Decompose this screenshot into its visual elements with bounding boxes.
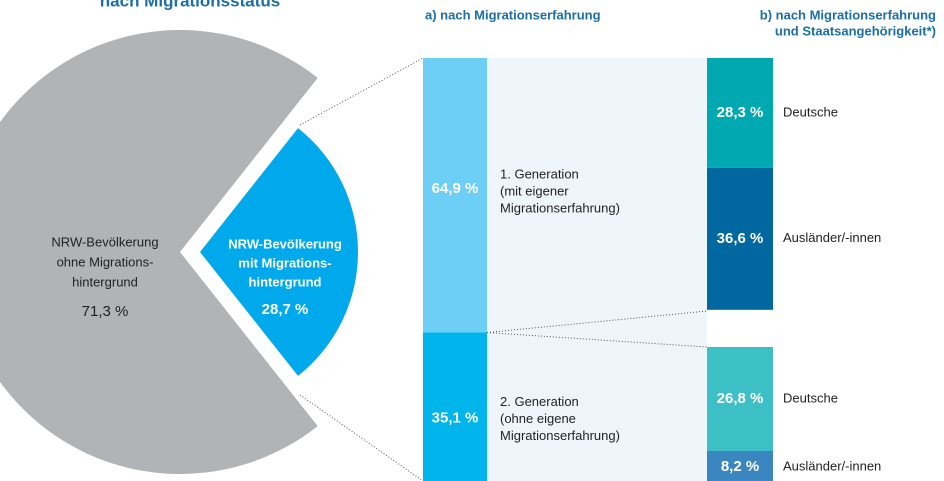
connector — [299, 57, 424, 126]
panel — [487, 58, 707, 481]
connector — [486, 332, 708, 348]
value-label: 35,1 % — [432, 410, 479, 427]
category-label: (mit eigener — [500, 184, 569, 199]
bar-title: und Staatsangehörigkeit*) — [775, 23, 936, 38]
value-label: 28,7 % — [262, 301, 309, 318]
bar-segment — [707, 58, 773, 168]
chart-title: nach Migrationsstatus — [100, 0, 280, 10]
value-label: 64,9 % — [432, 180, 479, 197]
category-label: 2. Generation — [500, 394, 579, 409]
bar-segment — [707, 167, 773, 310]
category-label: Migrationserfahrung) — [500, 428, 620, 443]
category-label: (ohne eigene — [500, 411, 576, 426]
bar-segment — [707, 450, 773, 481]
category-label: Migrationserfahrung) — [500, 201, 620, 216]
category-label: Ausländer/-innen — [783, 230, 881, 245]
bar-segment — [707, 347, 773, 451]
value-label: 8,2 % — [721, 458, 759, 475]
category-label: 1. Generation — [500, 167, 579, 182]
slice-label: NRW-Bevölkerung — [228, 236, 342, 251]
connector — [486, 310, 708, 334]
connector — [299, 394, 424, 481]
bar-segment — [423, 332, 487, 481]
pie-slice — [200, 128, 358, 376]
slice-label: mit Migrations- — [238, 255, 331, 270]
value-label: 71,3 % — [82, 303, 129, 320]
value-label: 36,6 % — [717, 230, 764, 247]
slice-label: hintergrund — [249, 274, 322, 289]
value-label: 28,3 % — [717, 104, 764, 121]
bar-segment — [423, 58, 487, 333]
bar-title: a) nach Migrationserfahrung — [425, 7, 601, 22]
category-label: Deutsche — [783, 390, 838, 405]
slice-label: ohne Migrations- — [57, 254, 154, 269]
category-label: Deutsche — [783, 104, 838, 119]
category-label: Ausländer/-innen — [783, 458, 881, 473]
pie-slice — [0, 30, 318, 474]
slice-label: NRW-Bevölkerung — [51, 234, 158, 249]
slice-label: hintergrund — [72, 274, 138, 289]
value-label: 26,8 % — [717, 390, 764, 407]
bar-title: b) nach Migrationserfahrung — [760, 7, 936, 22]
